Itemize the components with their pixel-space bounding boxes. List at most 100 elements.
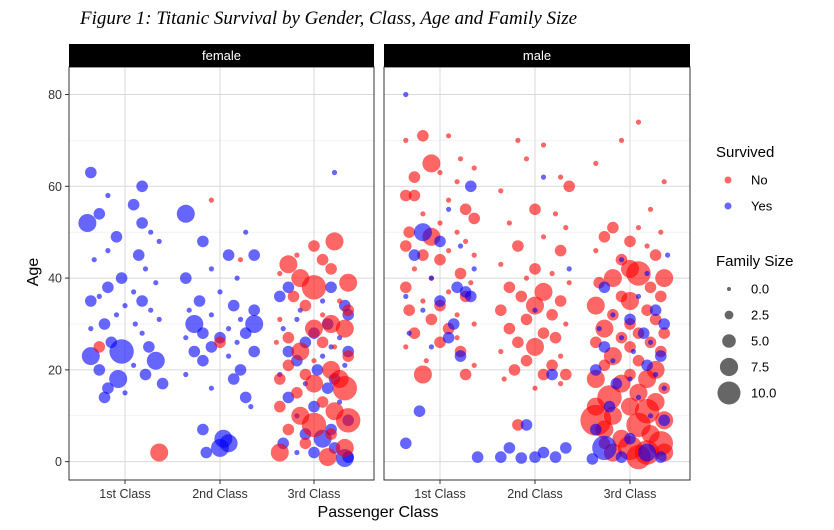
data-point (282, 331, 295, 344)
data-point (85, 295, 97, 307)
data-point (624, 432, 636, 445)
data-point (658, 327, 670, 340)
axes-layer: Passenger Class Age 1st Class 2nd Class 3r… (25, 88, 656, 521)
data-point (148, 229, 154, 235)
data-point (434, 235, 446, 248)
data-point (529, 263, 541, 275)
data-point (454, 179, 460, 185)
data-point (96, 293, 102, 299)
data-point (308, 240, 320, 252)
data-point (434, 336, 446, 349)
data-point (434, 253, 446, 266)
data-point (131, 362, 137, 368)
data-point (136, 180, 148, 193)
data-point (245, 315, 264, 333)
data-point (248, 345, 260, 358)
data-point (156, 238, 162, 244)
legend-color-label: Yes (751, 199, 773, 214)
data-point (447, 318, 460, 330)
legend-size-key (719, 357, 739, 377)
legend-size-label: 2.5 (751, 308, 769, 323)
data-point (282, 281, 295, 294)
data-point (515, 452, 528, 464)
data-point (325, 263, 337, 275)
x-tick-label: 2nd Class (507, 487, 563, 501)
data-point (454, 335, 460, 341)
data-point (515, 137, 521, 143)
data-point (610, 312, 616, 318)
data-point (624, 235, 636, 248)
data-point (532, 307, 538, 313)
data-point (102, 382, 114, 395)
data-point (93, 208, 106, 220)
data-point (316, 396, 329, 408)
data-point (294, 316, 300, 322)
data-point (580, 404, 612, 436)
data-point (248, 404, 254, 410)
data-point (523, 275, 530, 281)
data-point (546, 309, 558, 321)
data-point (471, 321, 477, 327)
y-axis-title: Age (25, 258, 42, 287)
data-point (282, 345, 295, 358)
data-point (342, 350, 355, 362)
data-point (188, 345, 201, 358)
data-point (113, 312, 120, 318)
data-point (227, 299, 240, 312)
data-point (563, 225, 569, 231)
data-point (274, 373, 286, 385)
data-point (305, 374, 323, 393)
x-axis-title: Passenger Class (318, 504, 439, 521)
data-point (621, 292, 639, 310)
data-point (560, 368, 572, 381)
data-point (183, 371, 189, 378)
data-point (603, 400, 616, 413)
data-point (115, 272, 128, 284)
y-tick-label: 0 (55, 455, 62, 469)
data-point (208, 197, 214, 203)
legend-color-key (724, 176, 732, 184)
facet-label: male (523, 48, 551, 63)
data-point (274, 400, 286, 413)
data-point (540, 234, 547, 240)
data-point (208, 385, 214, 391)
data-point (598, 341, 611, 353)
data-point (644, 281, 657, 294)
data-point (180, 272, 192, 284)
data-point (586, 370, 605, 388)
data-point (446, 248, 452, 254)
legend-color-title: Survived (716, 144, 774, 161)
facet-strip (384, 44, 690, 67)
data-point (239, 327, 252, 340)
data-point (110, 231, 123, 243)
data-point (638, 443, 657, 462)
data-point (661, 179, 667, 185)
data-point (139, 330, 145, 336)
data-point (280, 326, 286, 332)
data-point (322, 315, 341, 333)
data-point (658, 318, 670, 330)
data-point (537, 368, 550, 381)
data-point (408, 327, 421, 340)
data-point (566, 266, 572, 272)
data-point (512, 336, 524, 349)
data-point (417, 130, 429, 142)
data-point (342, 362, 348, 368)
data-point (226, 326, 232, 332)
facet-strip (69, 44, 374, 67)
data-point (590, 423, 602, 436)
data-point (143, 341, 155, 353)
data-point (237, 316, 244, 322)
x-tick-label: 3rd Class (288, 487, 341, 501)
data-point (248, 249, 260, 261)
data-point (185, 315, 204, 333)
data-point (136, 295, 148, 307)
y-tick-label: 60 (48, 180, 62, 194)
data-point (644, 243, 650, 249)
data-point (554, 295, 567, 307)
data-point (400, 240, 412, 252)
data-point (413, 223, 432, 242)
legend-size-label: 0.0 (751, 282, 769, 297)
data-point (85, 166, 97, 179)
data-point (331, 169, 338, 176)
